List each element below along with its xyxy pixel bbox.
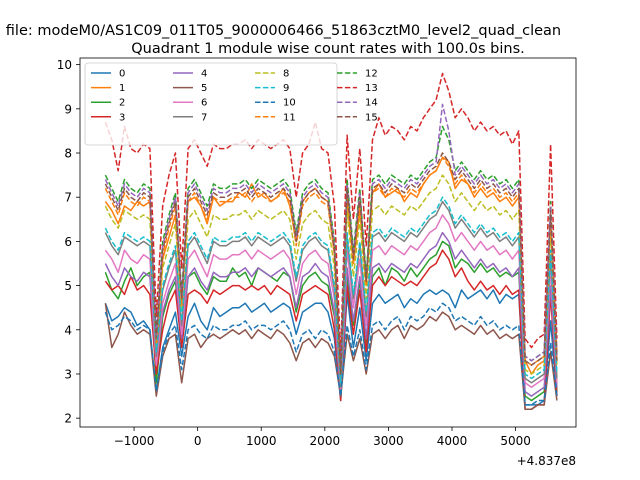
plot-border [79, 57, 577, 428]
y-tick-label: 9 [64, 102, 72, 116]
legend-label: 6 [201, 98, 207, 109]
chart-title: Quadrant 1 module wise count rates with … [131, 41, 525, 57]
y-tick-label: 6 [64, 235, 72, 249]
legend-label: 4 [201, 69, 207, 80]
series-line-3 [104, 249, 558, 411]
series-line-13 [104, 72, 558, 358]
y-tick-label: 3 [64, 367, 72, 381]
y-tick-label: 5 [64, 279, 72, 293]
y-tick-label: 7 [64, 191, 72, 205]
legend-label: 14 [365, 98, 378, 109]
x-tick-label: 1000 [246, 434, 277, 448]
legend-label: 9 [283, 83, 289, 94]
y-tick-label: 10 [57, 58, 72, 72]
x-tick-label: 3000 [373, 434, 404, 448]
legend-label: 2 [119, 98, 125, 109]
x-tick-label: −1000 [114, 434, 155, 448]
legend-label: 11 [283, 112, 296, 123]
series-line-5 [104, 303, 558, 411]
legend-label: 0 [119, 69, 125, 80]
legend-box [84, 62, 338, 146]
series-line-12 [104, 125, 558, 371]
series-line-10 [104, 302, 558, 406]
legend-label: 13 [365, 83, 378, 94]
series-line-6 [104, 214, 558, 393]
legend-label: 15 [365, 112, 378, 123]
y-tick-label: 8 [64, 147, 72, 161]
x-tick-label: 0 [194, 434, 202, 448]
series-line-0 [104, 289, 558, 406]
legend-label: 5 [201, 83, 207, 94]
series-line-7 [104, 200, 558, 388]
series-layer [104, 72, 558, 411]
series-line-9 [104, 196, 558, 384]
legend-label: 3 [119, 112, 125, 123]
x-tick-label: 2000 [310, 434, 341, 448]
legend-label: 12 [365, 69, 378, 80]
legend-label: 10 [283, 98, 296, 109]
legend-label: 8 [283, 69, 289, 80]
x-tick-label: 4000 [437, 434, 468, 448]
legend-label: 7 [201, 112, 207, 123]
legend-label: 1 [119, 83, 125, 94]
figure-suptitle: n file: modeM0/AS1C09_011T05_9000006466_… [0, 23, 561, 39]
x-offset-text: +4.837e8 [517, 454, 576, 468]
series-line-15 [104, 152, 558, 375]
y-tick-label: 4 [64, 323, 72, 337]
x-tick-label: 5000 [500, 434, 531, 448]
y-tick-label: 2 [64, 412, 72, 426]
